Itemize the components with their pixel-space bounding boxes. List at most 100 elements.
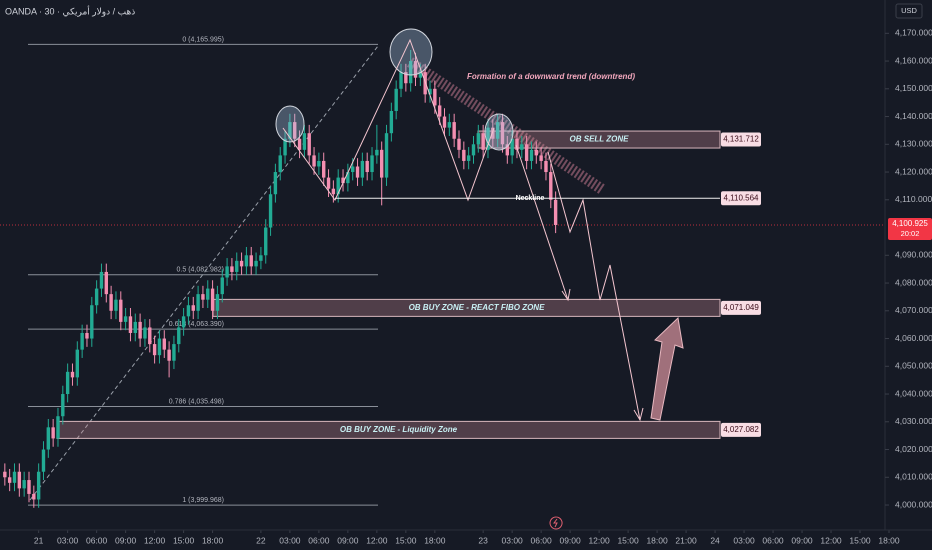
current-price-label: 4,100.925: [892, 219, 928, 228]
x-tick-label: 06:00: [762, 535, 784, 545]
candle-body: [138, 321, 142, 339]
zone-price-label: 4,071.049: [723, 303, 759, 312]
candle-body: [143, 327, 147, 339]
candle-body: [27, 480, 31, 494]
candle-body: [515, 138, 519, 150]
drawings-over: OB SELL ZONE 4,131.712 OB BUY ZONE - REACT…: [275, 28, 761, 530]
candle-body: [254, 260, 258, 267]
candle-body: [264, 227, 268, 256]
y-tick-label: 4,160.000: [895, 55, 932, 65]
candle-body: [244, 255, 249, 267]
candle-body: [181, 316, 186, 328]
candle-body: [447, 122, 452, 128]
candle-body: [17, 471, 22, 489]
candle-body: [32, 493, 36, 500]
candle-body: [355, 166, 360, 178]
candle-body: [191, 305, 195, 311]
candle-body: [12, 471, 17, 483]
zone-price-label: 4,027.082: [723, 425, 759, 434]
axes: 0 (4,165.995) 0.5 (4,082.982) 0.618 (4,063…: [28, 36, 890, 533]
up-arrow: [650, 316, 684, 421]
candle-body: [80, 332, 84, 350]
x-tick-label: 21: [34, 535, 44, 545]
candle-body: [157, 338, 162, 356]
candle-body: [322, 160, 326, 178]
candle-body: [481, 133, 485, 150]
price-label-box: [721, 132, 761, 147]
candle-body: [370, 155, 374, 173]
peak-circle: [484, 113, 514, 151]
candle-body: [462, 149, 466, 161]
x-tick-label: 23: [478, 535, 488, 545]
candle-body: [61, 394, 65, 417]
y-tick-label: 4,000.000: [895, 499, 932, 509]
candle-body: [399, 72, 403, 89]
y-tick-label: 4,010.000: [895, 472, 932, 482]
candle-body: [186, 305, 191, 317]
y-tick-label: 4,110.000: [895, 194, 932, 204]
candle-body: [302, 133, 307, 150]
candle-body: [486, 127, 490, 150]
candle-body: [553, 199, 558, 225]
candle-body: [312, 155, 316, 167]
trend-band: [406, 57, 607, 195]
x-tick-label: 03:00: [733, 535, 755, 545]
candle-body: [360, 160, 365, 178]
candle-body: [273, 172, 278, 195]
y-tick-label: 4,020.000: [895, 444, 932, 454]
candle-body: [278, 155, 282, 173]
currency: USD: [901, 6, 917, 15]
candle-body: [210, 288, 215, 311]
y-tick-label: 4,060.000: [895, 333, 932, 343]
candle-body: [539, 155, 543, 161]
y-tick-label: 4,050.000: [895, 361, 932, 371]
arrow-head: [633, 407, 644, 422]
candle-body: [235, 260, 239, 272]
x-tick-label: 09:00: [559, 535, 581, 545]
candle-body: [471, 144, 476, 156]
x-tick-label: 09:00: [791, 535, 813, 545]
candle-body: [99, 271, 104, 289]
y-tick-label: 4,040.000: [895, 388, 932, 398]
candle-body: [215, 294, 220, 311]
candle-body: [428, 88, 432, 95]
candle-body: [375, 149, 379, 156]
x-tick-label: 12:00: [820, 535, 842, 545]
candle-body: [394, 88, 398, 111]
candle-body: [520, 144, 524, 150]
neckline-price-label: 4,110.564: [724, 193, 760, 202]
zone-label: OB SELL ZONE: [570, 135, 630, 144]
candle-body: [307, 133, 311, 156]
candle-body: [476, 133, 481, 145]
x-tick-label: 18:00: [878, 535, 900, 545]
candle-body: [346, 172, 350, 184]
candle-body: [452, 122, 456, 139]
candle-body: [206, 288, 210, 300]
y-tick-label: 4,120.000: [895, 166, 932, 176]
zone-price-label: 4,131.712: [723, 135, 759, 144]
candle-body: [196, 294, 200, 311]
fib-diagonal: [29, 45, 379, 501]
candle-body: [162, 338, 166, 350]
candle-body: [384, 133, 389, 178]
candle-body: [413, 61, 418, 78]
y-tick-label: 4,090.000: [895, 250, 932, 260]
fib-label: 0.786 (4,035.498): [169, 398, 224, 405]
x-tick-label: 22: [256, 535, 266, 545]
candle-body: [331, 188, 336, 195]
candle-body: [466, 155, 471, 161]
candle-body: [259, 255, 263, 261]
projection-line: [547, 151, 641, 421]
candle-body: [544, 160, 548, 173]
candle-body: [201, 294, 205, 300]
x-tick-label: 03:00: [279, 535, 301, 545]
countdown: 20:02: [901, 229, 920, 238]
currency-box[interactable]: [895, 3, 923, 19]
candle-body: [172, 344, 176, 361]
candle-body: [65, 371, 70, 395]
candle-body: [177, 327, 181, 345]
alert-icon: [549, 516, 563, 530]
neckline-label: Neckline: [516, 195, 545, 202]
drawings-under: [0, 45, 885, 501]
y-tick-label: 4,030.000: [895, 416, 932, 426]
